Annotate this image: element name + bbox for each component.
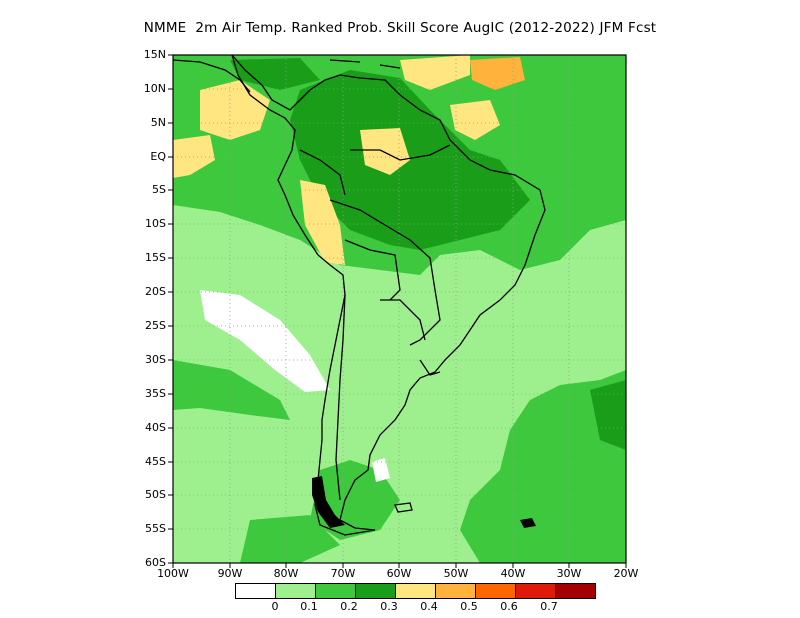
- region-orange-north-atlantic: [470, 57, 525, 90]
- lat-label-15s: 15S: [145, 251, 166, 264]
- region-yellow-peru-coast: [300, 180, 345, 265]
- lat-label-5s: 5S: [152, 183, 166, 196]
- lat-label-55s: 55S: [145, 522, 166, 535]
- colorbar: [235, 583, 596, 599]
- region-dark-green-caribbean: [230, 58, 320, 90]
- region-yellow-venezuela: [360, 128, 410, 175]
- colorbar-swatch-8: [555, 583, 596, 599]
- lat-label-45s: 45S: [145, 455, 166, 468]
- colorbar-swatch-6: [475, 583, 516, 599]
- colorbar-swatch-1: [275, 583, 316, 599]
- colorbar-swatch-4: [395, 583, 436, 599]
- falkland-islands: [394, 502, 413, 513]
- border-colombia: [299, 149, 346, 196]
- colorbar-tick-0: 0: [271, 600, 279, 613]
- lon-label-50w: 50W: [443, 567, 469, 580]
- lat-label-10s: 10S: [145, 217, 166, 230]
- central-america-outline: [173, 59, 251, 93]
- south-georgia-island: [520, 518, 536, 528]
- south-america-coastline: [231, 55, 546, 536]
- region-white-southeast-pacific: [200, 290, 330, 392]
- border-uruguay: [419, 359, 441, 376]
- lat-label-15n: 15N: [143, 48, 166, 61]
- region-white-patagonia: [372, 458, 390, 482]
- colorbar-swatch-3: [355, 583, 396, 599]
- axis-ticks: [168, 54, 627, 568]
- region-yellow-guianas: [450, 100, 500, 140]
- caribbean-islands: [329, 59, 401, 69]
- border-chile-argentina: [335, 294, 346, 501]
- lon-label-80w: 80W: [273, 567, 299, 580]
- lat-label-60s: 60S: [145, 556, 166, 569]
- lon-label-100w: 100W: [157, 567, 189, 580]
- lat-label-25s: 25S: [145, 319, 166, 332]
- border-brazil-north: [350, 144, 451, 161]
- lat-label-20s: 20S: [145, 285, 166, 298]
- continent-outlines: [173, 55, 546, 536]
- lon-label-20w: 20W: [613, 567, 639, 580]
- colorbar-tick-2: 0.2: [340, 600, 358, 613]
- lon-label-90w: 90W: [217, 567, 243, 580]
- region-medium-green-south-pacific: [240, 515, 340, 563]
- lat-label-30s: 30S: [145, 353, 166, 366]
- region-yellow-equatorial: [173, 135, 215, 178]
- colorbar-tick-7: 0.7: [540, 600, 558, 613]
- colorbar-swatch-5: [435, 583, 476, 599]
- border-paraguay: [380, 299, 426, 341]
- colorbar-tick-3: 0.3: [380, 600, 398, 613]
- colorbar-tick-4: 0.4: [420, 600, 438, 613]
- lat-label-50s: 50S: [145, 488, 166, 501]
- region-medium-green-southeast: [460, 370, 626, 563]
- lat-label-10n: 10N: [143, 82, 166, 95]
- region-yellow-north-atlantic: [400, 55, 470, 90]
- lon-label-30w: 30W: [556, 567, 582, 580]
- colorbar-swatch-7: [515, 583, 556, 599]
- region-dark-green-atlantic: [590, 380, 626, 450]
- lat-label-40s: 40S: [145, 421, 166, 434]
- lat-label-35s: 35S: [145, 387, 166, 400]
- map-gridlines: [173, 55, 626, 563]
- region-medium-green-southwest: [173, 360, 290, 420]
- lon-label-40w: 40W: [500, 567, 526, 580]
- colorbar-swatch-2: [315, 583, 356, 599]
- southern-chile-fjords: [312, 476, 345, 528]
- colorbar-swatch-0: [235, 583, 276, 599]
- chart-title: NMME 2m Air Temp. Ranked Prob. Skill Sco…: [143, 20, 657, 36]
- border-brazil-west: [329, 199, 441, 346]
- lon-label-70w: 70W: [330, 567, 356, 580]
- border-peru-bolivia: [344, 239, 401, 301]
- region-yellow-pacific: [200, 80, 270, 140]
- lon-label-60w: 60W: [386, 567, 412, 580]
- colorbar-tick-6: 0.6: [500, 600, 518, 613]
- colorbar-tick-1: 0.1: [300, 600, 318, 613]
- lat-label-5n: 5N: [150, 116, 166, 129]
- lat-label-eq: EQ: [150, 150, 166, 163]
- colorbar-tick-5: 0.5: [460, 600, 478, 613]
